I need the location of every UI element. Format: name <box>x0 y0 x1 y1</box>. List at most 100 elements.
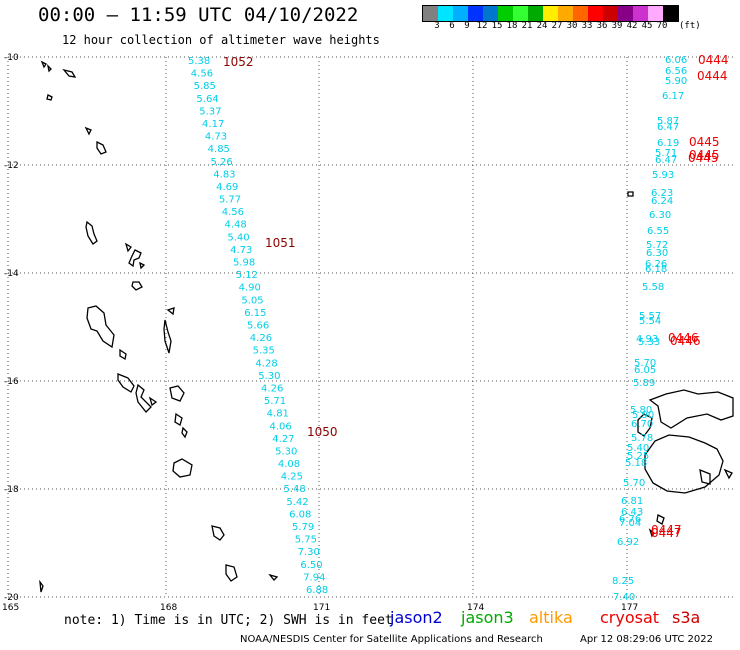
legend-label: 3 <box>434 21 440 31</box>
wave-height-value: 5.78 <box>631 433 653 444</box>
legend-swatch <box>498 6 513 21</box>
legend-swatch <box>648 6 663 21</box>
legend-label: 70 <box>656 21 668 31</box>
legend-swatch <box>438 6 453 21</box>
wave-height-value: 6.55 <box>647 226 669 237</box>
legend-swatch <box>528 6 543 21</box>
island-outline <box>86 305 115 349</box>
legend-swatch <box>483 6 498 21</box>
wave-height-value: 6.70 <box>631 419 653 430</box>
legend-swatch <box>618 6 633 21</box>
wave-height-value: 5.30 <box>258 371 280 382</box>
legend-label: 36 <box>596 21 608 31</box>
island-outline <box>46 64 52 73</box>
wave-height-value: 5.26 <box>210 157 232 168</box>
lat-label: -20 <box>4 593 19 603</box>
lat-label: -18 <box>4 485 19 495</box>
satellite-label-jason2: jason2 <box>390 608 443 627</box>
generation-timestamp: Apr 12 08:29:06 UTC 2022 <box>580 634 713 645</box>
lon-label: 174 <box>467 603 484 613</box>
island-outline <box>174 412 183 426</box>
island-outline <box>181 426 188 439</box>
wave-height-value: 4.56 <box>222 207 244 218</box>
island-outline <box>627 191 634 197</box>
wave-height-value: 6.88 <box>306 585 328 596</box>
legend-label: 6 <box>449 21 455 31</box>
wave-height-value: 4.83 <box>213 169 235 180</box>
legend-label: 12 <box>476 21 488 31</box>
color-scale-legend <box>422 5 679 22</box>
wave-height-value: 7.40 <box>613 592 635 603</box>
wave-height-value: 5.30 <box>275 446 297 457</box>
wave-height-value: 5.05 <box>241 295 263 306</box>
wave-height-value: 4.56 <box>191 69 213 80</box>
legend-swatch <box>543 6 558 21</box>
wave-height-value: 5.37 <box>199 106 221 117</box>
wave-height-value: 5.33 <box>638 337 660 348</box>
island-outline <box>699 468 711 485</box>
lon-label: 177 <box>621 603 638 613</box>
legend-label: 27 <box>551 21 563 31</box>
island-outline <box>84 126 92 136</box>
island-outline <box>117 373 135 393</box>
island-outline <box>139 261 146 270</box>
footer-note: note: 1) Time is in UTC; 2) SWH is in fe… <box>64 613 393 628</box>
track-time-label: 0445 <box>688 151 719 165</box>
satellite-label-cryosat: cryosat <box>600 608 660 627</box>
legend-swatch <box>603 6 618 21</box>
island-outline <box>124 242 132 253</box>
wave-height-value: 4.93 <box>636 334 658 345</box>
island-outline <box>225 564 238 582</box>
wave-height-value: 5.40 <box>227 232 249 243</box>
wave-height-value: 4.69 <box>216 182 238 193</box>
chart-title: 00:00 – 11:59 UTC 04/10/2022 <box>38 4 359 26</box>
satellite-label-altika: altika <box>529 608 573 627</box>
track-time-label: 0444 <box>697 69 728 83</box>
wave-height-value: 4.28 <box>255 358 277 369</box>
legend-label: 18 <box>506 21 518 31</box>
legend-label: 39 <box>611 21 623 31</box>
wave-height-value: 5.25 <box>627 451 649 462</box>
wave-height-value: 4.26 <box>261 383 283 394</box>
coastlines <box>39 60 734 593</box>
lon-label: 171 <box>313 603 330 613</box>
track-time-label: 0446 <box>670 334 701 348</box>
island-outline <box>172 458 193 478</box>
legend-label: 33 <box>581 21 593 31</box>
wave-height-value: 5.70 <box>634 358 656 369</box>
legend-label: 45 <box>641 21 653 31</box>
wave-height-value: 6.47 <box>655 155 677 166</box>
island-outline <box>96 140 107 155</box>
lat-label: -12 <box>4 161 19 171</box>
island-outline <box>135 383 152 413</box>
legend-label: 15 <box>491 21 503 31</box>
wave-height-value: 6.23 <box>651 188 673 199</box>
lon-label: 165 <box>2 603 19 613</box>
wave-height-value: 4.73 <box>230 245 252 256</box>
track-time-label: 0444 <box>698 53 729 67</box>
wave-height-value: 5.54 <box>639 316 661 327</box>
wave-height-value: 4.26 <box>250 333 272 344</box>
track-time-label: 0445 <box>689 148 720 162</box>
legend-swatch <box>423 6 438 21</box>
wave-height-value: 4.06 <box>269 421 291 432</box>
legend-swatch <box>573 6 588 21</box>
wave-height-value: 5.98 <box>233 258 255 269</box>
wave-height-value: 4.90 <box>239 283 261 294</box>
island-outline <box>169 385 185 402</box>
wave-height-value: 5.72 <box>646 240 668 251</box>
island-outline <box>648 389 734 429</box>
wave-height-value: 5.40 <box>627 443 649 454</box>
wave-height-value: 5.77 <box>219 195 241 206</box>
wave-height-value: 5.64 <box>196 94 218 105</box>
wave-height-value: 4.08 <box>278 459 300 470</box>
wave-height-value: 5.58 <box>642 282 664 293</box>
satellite-label-s3a: s3a <box>672 608 701 627</box>
legend-label: 30 <box>566 21 578 31</box>
wave-height-value: 6.50 <box>300 560 322 571</box>
legend-swatch <box>633 6 648 21</box>
legend-label: 42 <box>626 21 638 31</box>
track-time-label: 0447 <box>651 526 682 540</box>
